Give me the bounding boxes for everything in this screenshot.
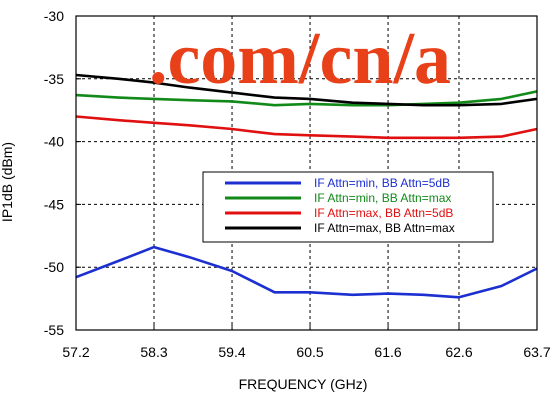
axis-ticks: 57.2 58.3 59.4 60.5 61.6 62.6 63.7 -30 -35 -40 -45… [44, 8, 551, 360]
x-tick-label: 59.4 [218, 344, 245, 360]
y-tick-label: -35 [44, 71, 64, 87]
y-axis-label: IP1dB (dBm) [0, 142, 15, 222]
legend-label: IF Attn=min, BB Attn=max [314, 191, 451, 205]
series-line-4 [75, 73, 538, 107]
plot-frame [75, 15, 538, 331]
x-tick-label: 57.2 [62, 344, 89, 360]
x-tick-label: 61.6 [374, 344, 401, 360]
y-tick-label: -45 [44, 196, 64, 212]
watermark: .com/cn/a [149, 18, 451, 100]
series-line-2 [75, 90, 538, 107]
legend-label: IF Attn=min, BB Attn=5dB [314, 176, 450, 190]
series-line-1 [75, 245, 538, 299]
x-tick-label: 60.5 [296, 344, 323, 360]
y-tick-label: -40 [44, 134, 64, 150]
x-tick-label: 58.3 [140, 344, 167, 360]
y-tick-label: -30 [44, 8, 64, 24]
y-tick-label: -50 [44, 259, 64, 275]
y-tick-label: -55 [44, 322, 64, 338]
legend-label: IF Attn=max, BB Attn=5dB [314, 206, 453, 220]
x-tick-label: 63.7 [523, 344, 550, 360]
x-tick-label: 62.6 [445, 344, 472, 360]
series-layer [75, 73, 538, 299]
series-line-3 [75, 115, 538, 140]
legend-label: IF Attn=max, BB Attn=max [314, 221, 455, 235]
x-axis-label: FREQUENCY (GHz) [239, 376, 368, 392]
